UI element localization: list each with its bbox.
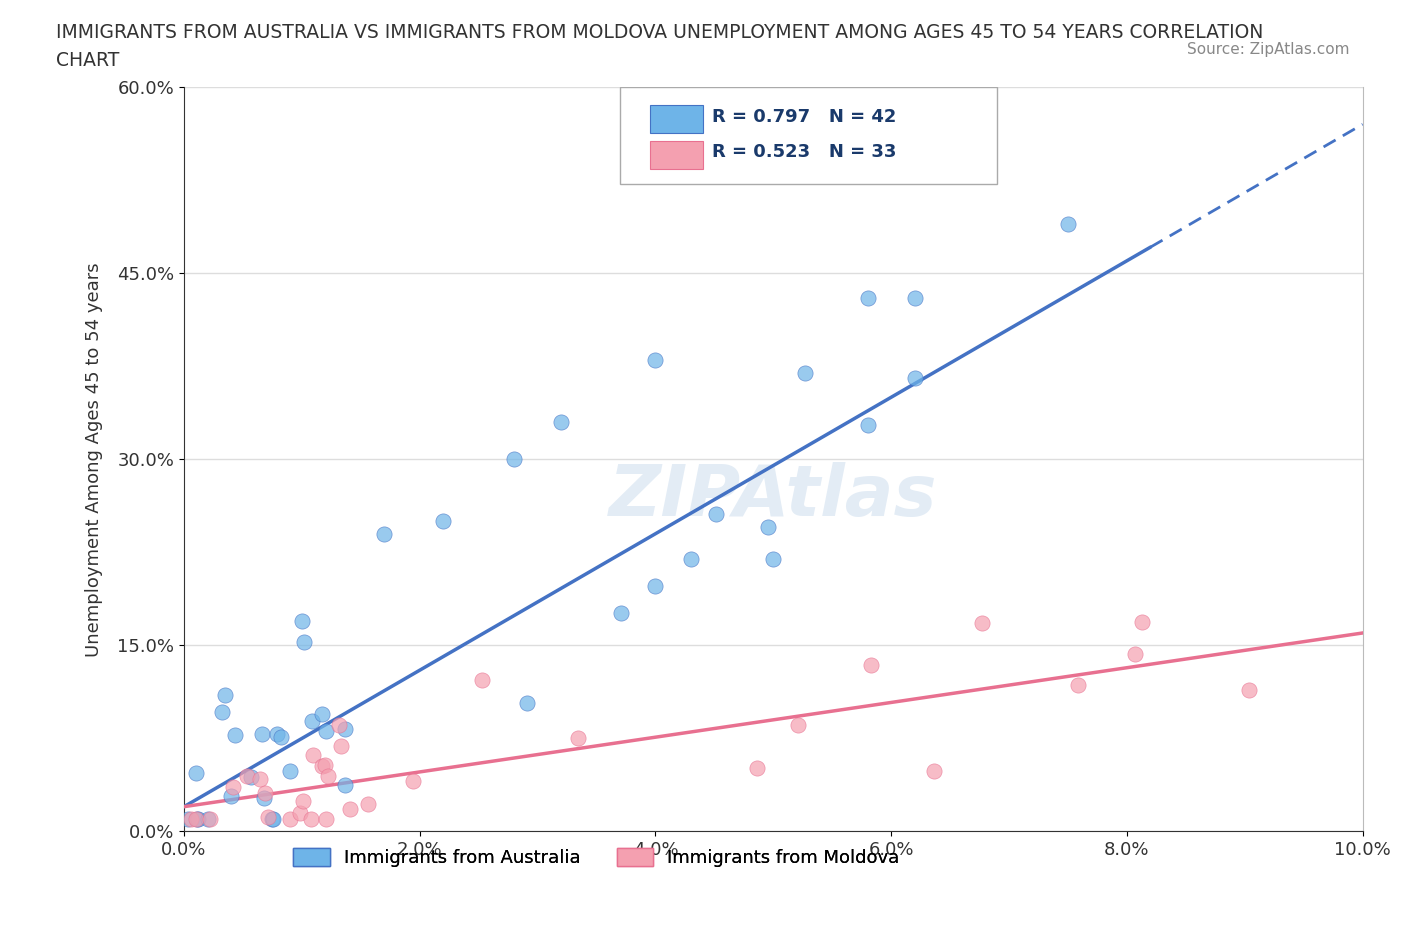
Point	[221, 788, 243, 803]
Point	[262, 812, 284, 827]
Point	[186, 812, 208, 827]
Point	[922, 764, 945, 778]
Point	[314, 757, 336, 772]
Point	[253, 790, 276, 805]
Point	[333, 777, 356, 792]
Point	[278, 812, 301, 827]
Point	[266, 726, 288, 741]
Point	[644, 578, 666, 593]
FancyBboxPatch shape	[650, 105, 703, 133]
Point	[794, 365, 817, 380]
Point	[186, 812, 208, 827]
Point	[860, 658, 883, 672]
Point	[311, 707, 333, 722]
Point	[856, 290, 879, 305]
Legend: Immigrants from Australia, Immigrants from Moldova: Immigrants from Australia, Immigrants fr…	[287, 841, 907, 874]
Point	[762, 551, 785, 566]
Point	[211, 705, 233, 720]
Point	[402, 773, 425, 788]
Point	[471, 672, 494, 687]
Point	[249, 772, 271, 787]
Point	[250, 726, 273, 741]
FancyBboxPatch shape	[620, 87, 997, 184]
Point	[904, 290, 927, 305]
Point	[856, 418, 879, 432]
Point	[186, 812, 208, 827]
Point	[299, 812, 322, 827]
Point	[972, 615, 994, 630]
Point	[432, 514, 454, 529]
Point	[356, 797, 378, 812]
Point	[339, 802, 361, 817]
Point	[180, 812, 202, 827]
Point	[291, 613, 314, 628]
Point	[567, 731, 589, 746]
Text: IMMIGRANTS FROM AUSTRALIA VS IMMIGRANTS FROM MOLDOVA UNEMPLOYMENT AMONG AGES 45 : IMMIGRANTS FROM AUSTRALIA VS IMMIGRANTS …	[56, 23, 1264, 42]
Point	[270, 730, 292, 745]
Text: R = 0.797   N = 42: R = 0.797 N = 42	[711, 108, 897, 126]
Point	[254, 786, 277, 801]
Text: CHART: CHART	[56, 51, 120, 70]
Point	[292, 635, 315, 650]
Point	[1123, 646, 1146, 661]
Point	[328, 718, 350, 733]
Point	[373, 526, 395, 541]
Text: ZIPAtlas: ZIPAtlas	[609, 462, 938, 531]
Point	[315, 812, 337, 827]
Point	[786, 718, 808, 733]
Point	[240, 769, 263, 784]
Point	[329, 738, 352, 753]
Point	[301, 748, 323, 763]
FancyBboxPatch shape	[650, 140, 703, 169]
Point	[758, 520, 780, 535]
Point	[904, 371, 927, 386]
Point	[316, 768, 339, 783]
Point	[197, 812, 219, 827]
Point	[1057, 216, 1080, 231]
Point	[257, 809, 280, 824]
Point	[704, 506, 727, 521]
Text: R = 0.523   N = 33: R = 0.523 N = 33	[711, 143, 897, 161]
Point	[610, 605, 633, 620]
Point	[1237, 683, 1260, 698]
Point	[745, 761, 768, 776]
Text: Source: ZipAtlas.com: Source: ZipAtlas.com	[1187, 42, 1350, 57]
Point	[222, 780, 245, 795]
Point	[679, 551, 702, 566]
Point	[333, 722, 356, 737]
Point	[315, 724, 337, 738]
Point	[224, 728, 246, 743]
Point	[290, 805, 312, 820]
Point	[1067, 678, 1090, 693]
Y-axis label: Unemployment Among Ages 45 to 54 years: Unemployment Among Ages 45 to 54 years	[86, 262, 103, 657]
Point	[292, 793, 315, 808]
Point	[177, 812, 200, 827]
Point	[214, 688, 236, 703]
Point	[278, 764, 301, 778]
Point	[301, 713, 323, 728]
Point	[236, 769, 259, 784]
Point	[503, 452, 526, 467]
Point	[644, 352, 666, 367]
Point	[516, 695, 538, 710]
Point	[262, 812, 284, 827]
Point	[311, 758, 333, 773]
Point	[198, 812, 221, 827]
Point	[1130, 615, 1153, 630]
Point	[550, 415, 572, 430]
Point	[184, 766, 207, 781]
